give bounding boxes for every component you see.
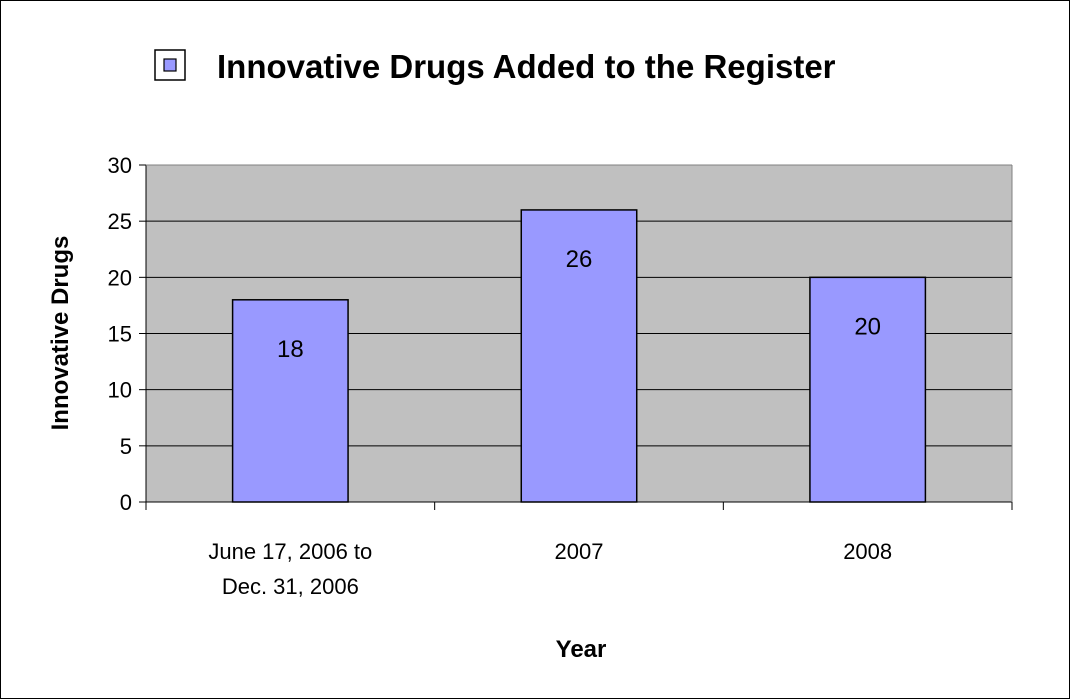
x-tick-label-line: June 17, 2006 to: [208, 539, 372, 564]
legend-swatch: [163, 58, 177, 72]
x-axis-title: Year: [556, 636, 607, 663]
y-tick-label: 25: [108, 209, 132, 234]
x-tick-label: June 17, 2006 to Dec. 31, 2006: [208, 539, 372, 599]
axes: [139, 164, 1013, 510]
data-label: 26: [566, 246, 593, 273]
x-tick-labels: June 17, 2006 to Dec. 31, 2006 2007 2008: [208, 539, 892, 599]
bar: [231, 299, 349, 503]
data-labels: 18 26 20: [277, 246, 881, 363]
y-axis-title: Innovative Drugs: [47, 236, 74, 431]
x-tick-label-line: 2007: [555, 539, 604, 564]
y-tick-label: 10: [108, 378, 132, 403]
y-tick-label: 30: [108, 153, 132, 178]
x-tick-label-line: 2008: [843, 539, 892, 564]
y-tick-label: 15: [108, 322, 132, 347]
data-label: 18: [277, 336, 304, 363]
legend: Innovative Drugs Added to the Register: [154, 48, 836, 85]
x-tick-label: 2008: [843, 539, 892, 564]
y-tick-label: 20: [108, 265, 132, 290]
y-tick-label: 5: [120, 434, 132, 459]
data-label: 20: [854, 313, 881, 340]
x-tick-label-line: Dec. 31, 2006: [222, 574, 359, 599]
bars: [231, 209, 927, 503]
legend-label: Innovative Drugs Added to the Register: [217, 48, 836, 85]
x-tick-label: 2007: [555, 539, 604, 564]
bar: [809, 276, 927, 503]
y-tick-label: 0: [120, 490, 132, 515]
y-tick-labels: 0 5 10 15 20 25 30: [108, 153, 132, 515]
